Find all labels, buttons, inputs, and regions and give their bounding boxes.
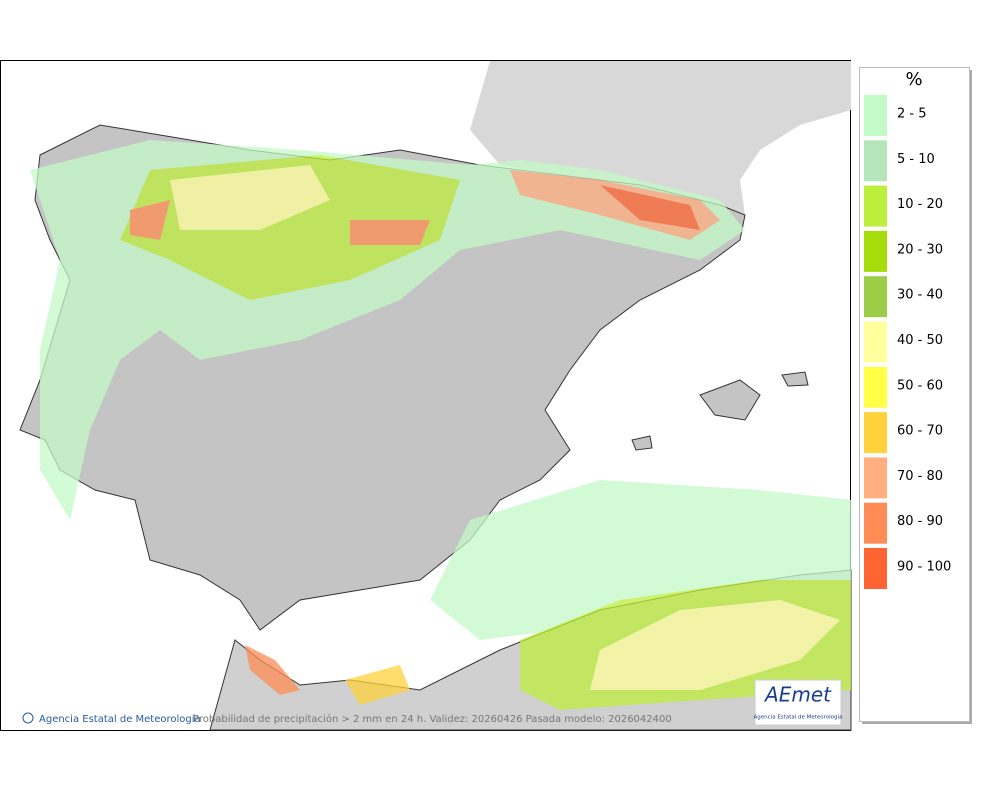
credit: Agencia Estatal de Meteorología — [39, 713, 201, 725]
probability-overlay — [30, 140, 851, 710]
logo-name: AEmet — [763, 683, 832, 707]
legend-label: 50 - 60 — [897, 378, 943, 393]
legend-swatch — [864, 185, 887, 227]
legend-label: 20 - 30 — [897, 242, 943, 257]
legend-swatch — [864, 366, 887, 408]
mallorca — [699, 379, 761, 421]
area-80-90 — [245, 645, 300, 695]
menorca — [781, 371, 809, 387]
legend-swatch — [864, 95, 887, 136]
caption: Probabilidad de precipitación > 2 mm en … — [193, 713, 672, 725]
area-90-100 — [600, 185, 700, 230]
legend-swatch — [864, 412, 887, 454]
logo-subtitle: Agencia Estatal de Meteorología — [754, 714, 843, 721]
legend-swatch — [864, 230, 887, 272]
legend-swatch — [864, 548, 887, 589]
france — [470, 61, 851, 215]
map: Agencia Estatal de Meteorología Probabil… — [0, 60, 852, 731]
legend-label: 70 - 80 — [897, 469, 943, 484]
area-60-70 — [345, 665, 410, 705]
legend-label: 40 - 50 — [897, 333, 943, 348]
legend-swatch — [864, 502, 887, 544]
legend-swatch — [864, 276, 887, 318]
legend-label: 60 - 70 — [897, 424, 943, 439]
area-40-50 — [170, 165, 330, 230]
legend-swatch — [864, 140, 887, 182]
area-40-50 — [590, 600, 840, 690]
ibiza — [631, 435, 653, 451]
logo-box — [754, 679, 842, 726]
legend-swatch — [864, 321, 887, 363]
area-80-90 — [350, 220, 430, 245]
legend-label: 5 - 10 — [897, 152, 935, 167]
legend-swatch — [864, 457, 887, 499]
copyright-icon — [22, 712, 34, 724]
legend-title: % — [905, 69, 922, 90]
legend-label: 90 - 100 — [897, 560, 951, 575]
legend: % 2 - 5 5 - 10 10 - 20 20 - 30 30 - 40 40 - 5… — [859, 67, 972, 724]
legend-label: 10 - 20 — [897, 197, 943, 212]
area-80-90 — [130, 200, 170, 240]
legend-label: 80 - 90 — [897, 514, 943, 529]
legend-label: 30 - 40 — [897, 288, 943, 303]
legend-label: 2 - 5 — [897, 107, 927, 122]
area-2-5 — [430, 480, 851, 640]
